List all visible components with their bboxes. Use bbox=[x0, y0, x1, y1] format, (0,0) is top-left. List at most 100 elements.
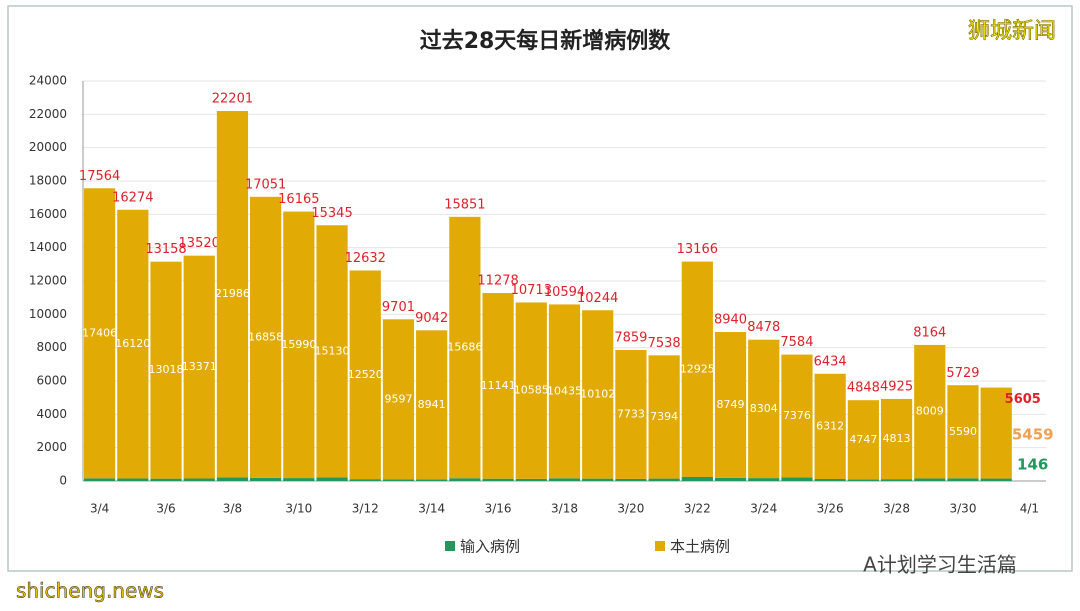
x-tick-label: 3/14 bbox=[418, 502, 445, 516]
bar-segment bbox=[548, 304, 581, 479]
total-label: 7584 bbox=[780, 335, 813, 350]
bar-segment bbox=[781, 477, 813, 481]
bar-segment bbox=[914, 344, 946, 479]
x-tick-label: 4/1 bbox=[1020, 502, 1039, 516]
bar-segment bbox=[980, 387, 1012, 479]
total-label: 10594 bbox=[544, 285, 585, 300]
bar-segment bbox=[283, 211, 315, 479]
total-label: 8478 bbox=[747, 320, 780, 335]
bar-segment bbox=[117, 209, 149, 479]
y-tick-label: 6000 bbox=[36, 374, 67, 388]
y-tick-label: 18000 bbox=[29, 174, 67, 188]
y-tick-label: 10000 bbox=[29, 307, 67, 321]
bar-segment bbox=[482, 293, 514, 479]
x-tick-label: 3/26 bbox=[817, 502, 844, 516]
total-label: 22201 bbox=[212, 91, 253, 106]
bar-segment bbox=[216, 477, 249, 481]
legend-swatch bbox=[445, 541, 455, 551]
total-label: 17564 bbox=[79, 169, 120, 184]
x-tick-label: 3/12 bbox=[352, 502, 379, 516]
footer-site: shicheng.news bbox=[16, 579, 164, 603]
bar-segment bbox=[316, 477, 348, 481]
value-label: 8749 bbox=[717, 398, 745, 411]
total-label: 13166 bbox=[677, 242, 718, 257]
bar-segment bbox=[382, 479, 415, 481]
watermark: 狮城新闻 bbox=[968, 19, 1056, 44]
bar-segment bbox=[714, 332, 747, 478]
value-label: 16120 bbox=[115, 337, 150, 350]
bar-segment bbox=[349, 270, 381, 480]
y-tick-label: 0 bbox=[59, 474, 67, 488]
bar-segment bbox=[847, 479, 879, 481]
total-label: 16274 bbox=[112, 190, 153, 205]
x-tick-label: 3/20 bbox=[617, 502, 644, 516]
bar-segment bbox=[150, 261, 182, 479]
chart-title: 过去28天每日新增病例数 bbox=[420, 28, 672, 54]
bar-segment bbox=[947, 385, 979, 479]
total-label: 12632 bbox=[345, 251, 386, 266]
bar-segment bbox=[548, 478, 581, 481]
bar-segment bbox=[183, 255, 215, 479]
total-label: 10713 bbox=[511, 283, 552, 298]
value-label: 7376 bbox=[783, 409, 811, 422]
y-tick-label: 2000 bbox=[36, 440, 67, 454]
x-tick-label: 3/4 bbox=[90, 502, 109, 516]
bar-segment bbox=[814, 373, 846, 479]
bar-segment bbox=[515, 478, 547, 481]
value-label: 5590 bbox=[949, 425, 977, 438]
value-label: 13018 bbox=[149, 363, 184, 376]
bar-segment bbox=[814, 478, 846, 481]
bar-segment bbox=[449, 216, 481, 479]
y-tick-label: 4000 bbox=[36, 407, 67, 421]
footer-brand: A计划学习生活篇 bbox=[863, 553, 1017, 577]
bar-segment bbox=[349, 479, 381, 481]
bar-segment bbox=[250, 196, 282, 478]
bar-segment bbox=[283, 478, 315, 481]
y-tick-label: 24000 bbox=[29, 74, 67, 88]
total-label: 4848 bbox=[847, 381, 880, 396]
bar-segment bbox=[482, 478, 514, 481]
total-label: 8164 bbox=[913, 325, 946, 340]
y-tick-label: 12000 bbox=[29, 274, 67, 288]
bar-segment bbox=[681, 261, 713, 477]
bar-segment bbox=[880, 398, 913, 480]
bar-segment bbox=[416, 330, 448, 480]
value-label: 9597 bbox=[384, 392, 412, 405]
bar-segment bbox=[648, 478, 680, 481]
x-tick-label: 3/30 bbox=[950, 502, 977, 516]
value-label: 15130 bbox=[315, 344, 350, 357]
bar-segment bbox=[847, 400, 879, 480]
x-tick-label: 3/18 bbox=[551, 502, 578, 516]
total-label: 15851 bbox=[444, 197, 485, 212]
y-tick-label: 8000 bbox=[36, 340, 67, 354]
value-label: 7733 bbox=[617, 407, 645, 420]
bar-segment bbox=[316, 225, 348, 478]
total-label: 9042 bbox=[415, 311, 448, 326]
x-tick-label: 3/10 bbox=[285, 502, 312, 516]
total-label: 4925 bbox=[880, 379, 913, 394]
bar-segment bbox=[980, 478, 1012, 481]
x-tick-label: 3/24 bbox=[750, 502, 777, 516]
y-tick-label: 22000 bbox=[29, 107, 67, 121]
value-label: 15686 bbox=[447, 341, 482, 354]
y-tick-label: 14000 bbox=[29, 240, 67, 254]
bar-segment bbox=[83, 478, 116, 481]
bar-segment bbox=[914, 478, 946, 481]
bar-segment bbox=[515, 302, 547, 479]
bar-segment bbox=[748, 339, 780, 479]
bar-segment bbox=[781, 354, 813, 478]
value-label: 12520 bbox=[348, 368, 383, 381]
value-label: 10435 bbox=[547, 384, 582, 397]
x-tick-label: 3/6 bbox=[156, 502, 175, 516]
bar-segment bbox=[416, 479, 448, 481]
bar-segment bbox=[83, 188, 116, 479]
bar-segment bbox=[150, 478, 182, 481]
value-label: 7394 bbox=[650, 410, 678, 423]
value-label: 8304 bbox=[750, 402, 778, 415]
value-label: 4747 bbox=[849, 433, 877, 446]
value-label: 8941 bbox=[418, 398, 446, 411]
bar-segment bbox=[714, 477, 747, 481]
y-tick-label: 16000 bbox=[29, 207, 67, 221]
value-label: 15990 bbox=[281, 338, 316, 351]
